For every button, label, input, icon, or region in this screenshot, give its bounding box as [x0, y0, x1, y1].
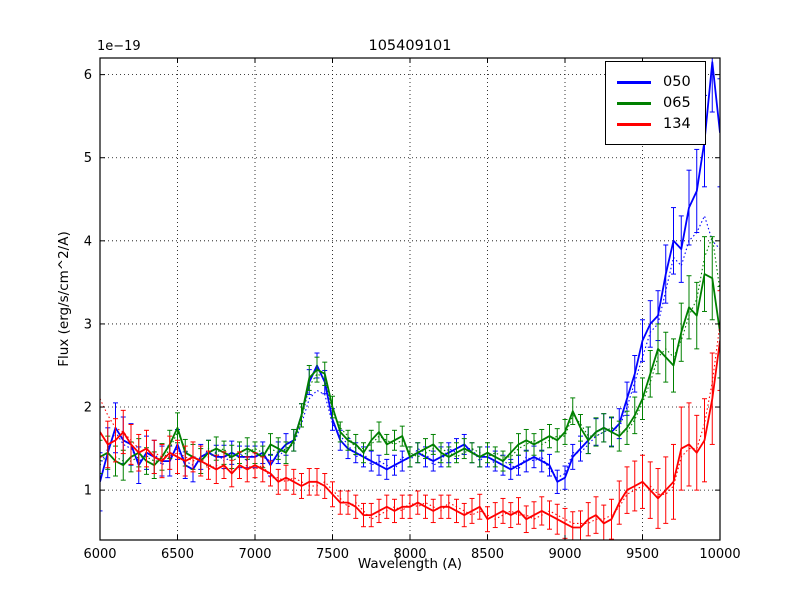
svg-text:9000: 9000	[548, 547, 581, 562]
legend-item-050: 050	[617, 74, 691, 90]
svg-text:9500: 9500	[626, 547, 659, 562]
legend-line-065-icon	[617, 101, 651, 105]
y-axis-offset-label: 1e−19	[97, 39, 141, 54]
legend-label-050: 050	[663, 74, 691, 90]
svg-text:5: 5	[84, 151, 92, 166]
legend-label-065: 065	[663, 95, 691, 111]
legend-label-134: 134	[663, 116, 691, 132]
y-axis-label: Flux (erg/s/cm^2/A)	[56, 231, 72, 367]
svg-text:6000: 6000	[83, 547, 116, 562]
svg-text:3: 3	[84, 317, 92, 332]
x-axis-label: Wavelength (A)	[357, 556, 463, 572]
svg-text:8000: 8000	[393, 547, 426, 562]
svg-text:7500: 7500	[316, 547, 349, 562]
svg-text:8500: 8500	[471, 547, 504, 562]
svg-text:7000: 7000	[238, 547, 271, 562]
legend-item-065: 065	[617, 95, 691, 111]
svg-text:2: 2	[84, 401, 92, 416]
svg-text:4: 4	[84, 234, 92, 249]
legend-item-134: 134	[617, 116, 691, 132]
svg-text:6500: 6500	[161, 547, 194, 562]
legend-line-050-icon	[617, 80, 651, 84]
chart-title: 105409101	[368, 38, 452, 54]
legend: 050 065 134	[605, 61, 706, 145]
svg-text:10000: 10000	[699, 547, 740, 562]
legend-line-134-icon	[617, 122, 651, 126]
svg-text:1: 1	[84, 484, 92, 499]
svg-text:6: 6	[84, 68, 92, 83]
